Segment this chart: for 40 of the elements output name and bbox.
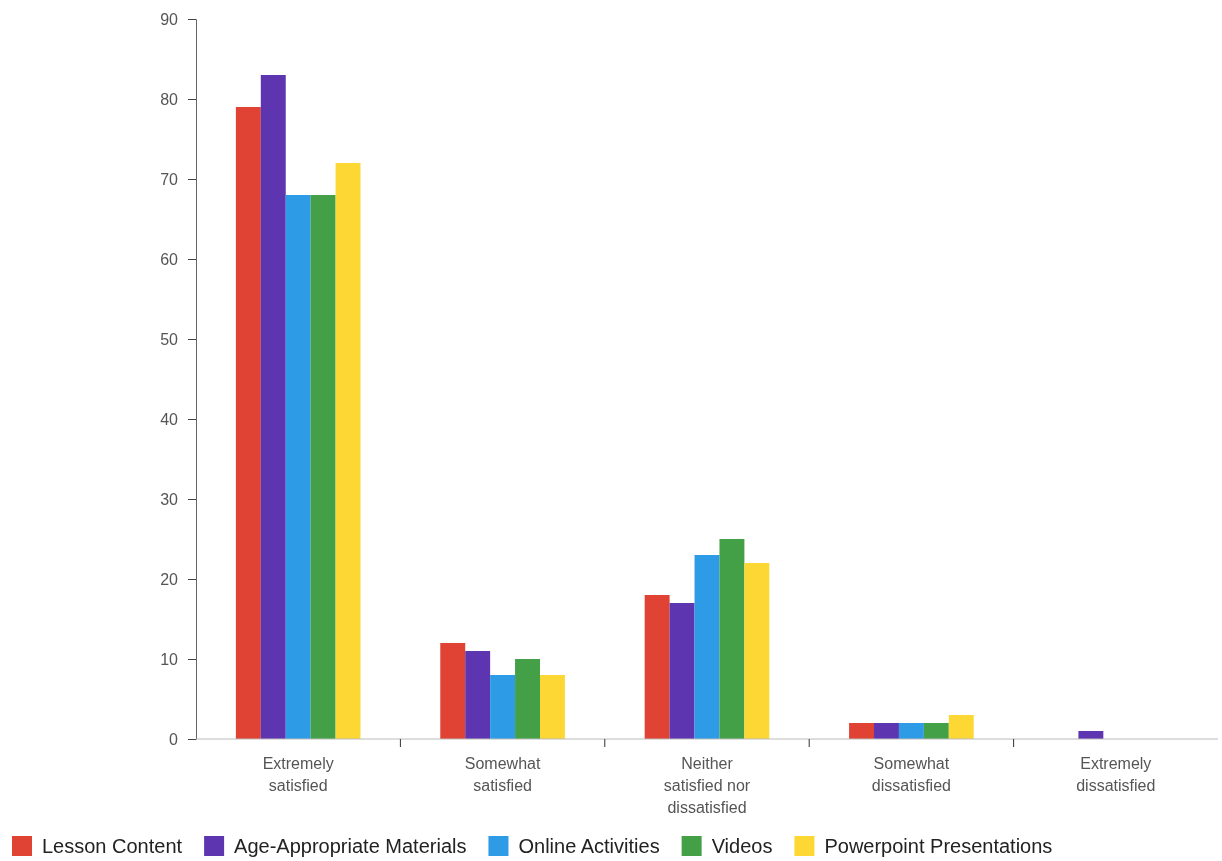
bar [515, 659, 540, 739]
legend-label: Lesson Content [42, 835, 183, 857]
x-tick-label: Somewhat satisfied [464, 755, 541, 794]
bar [310, 195, 336, 739]
bar [235, 107, 261, 739]
y-tick-label: 40 [160, 410, 179, 428]
x-tick-label: Extremely satisfied [262, 755, 334, 794]
y-tick-label: 0 [169, 730, 179, 748]
bar [874, 723, 899, 739]
y-tick-label: 50 [160, 330, 179, 348]
bar [285, 195, 311, 739]
bar [923, 723, 949, 739]
x-tick-label: Extremely dissatisfied [1076, 755, 1156, 794]
bar [898, 723, 924, 739]
bar [644, 595, 670, 739]
legend-label: Online Activities [518, 835, 660, 857]
y-tick-label: 90 [160, 10, 179, 28]
y-tick-label: 20 [160, 570, 179, 588]
bar [465, 651, 491, 739]
legend-label: Powerpoint Presentations [824, 835, 1053, 857]
bar [490, 675, 516, 739]
bar [440, 643, 466, 739]
bar [335, 163, 361, 739]
bar [719, 539, 745, 739]
y-tick-label: 70 [160, 170, 179, 188]
legend-label: Age-Appropriate Materials [234, 835, 467, 857]
bar [260, 75, 286, 739]
y-tick-label: 10 [160, 650, 179, 668]
bar [948, 715, 974, 739]
x-tick-label: Neither satisfied nor dissatisfied [663, 755, 751, 816]
y-tick-label: 60 [160, 250, 179, 268]
y-tick-label: 30 [160, 490, 179, 508]
bar [849, 723, 875, 739]
bar [744, 563, 770, 739]
bar [539, 675, 565, 739]
bar [694, 555, 720, 739]
x-tick-label: Somewhat dissatisfied [871, 755, 951, 794]
y-tick-label: 80 [160, 90, 179, 108]
legend-label: Videos [711, 835, 773, 857]
bar [669, 603, 695, 739]
